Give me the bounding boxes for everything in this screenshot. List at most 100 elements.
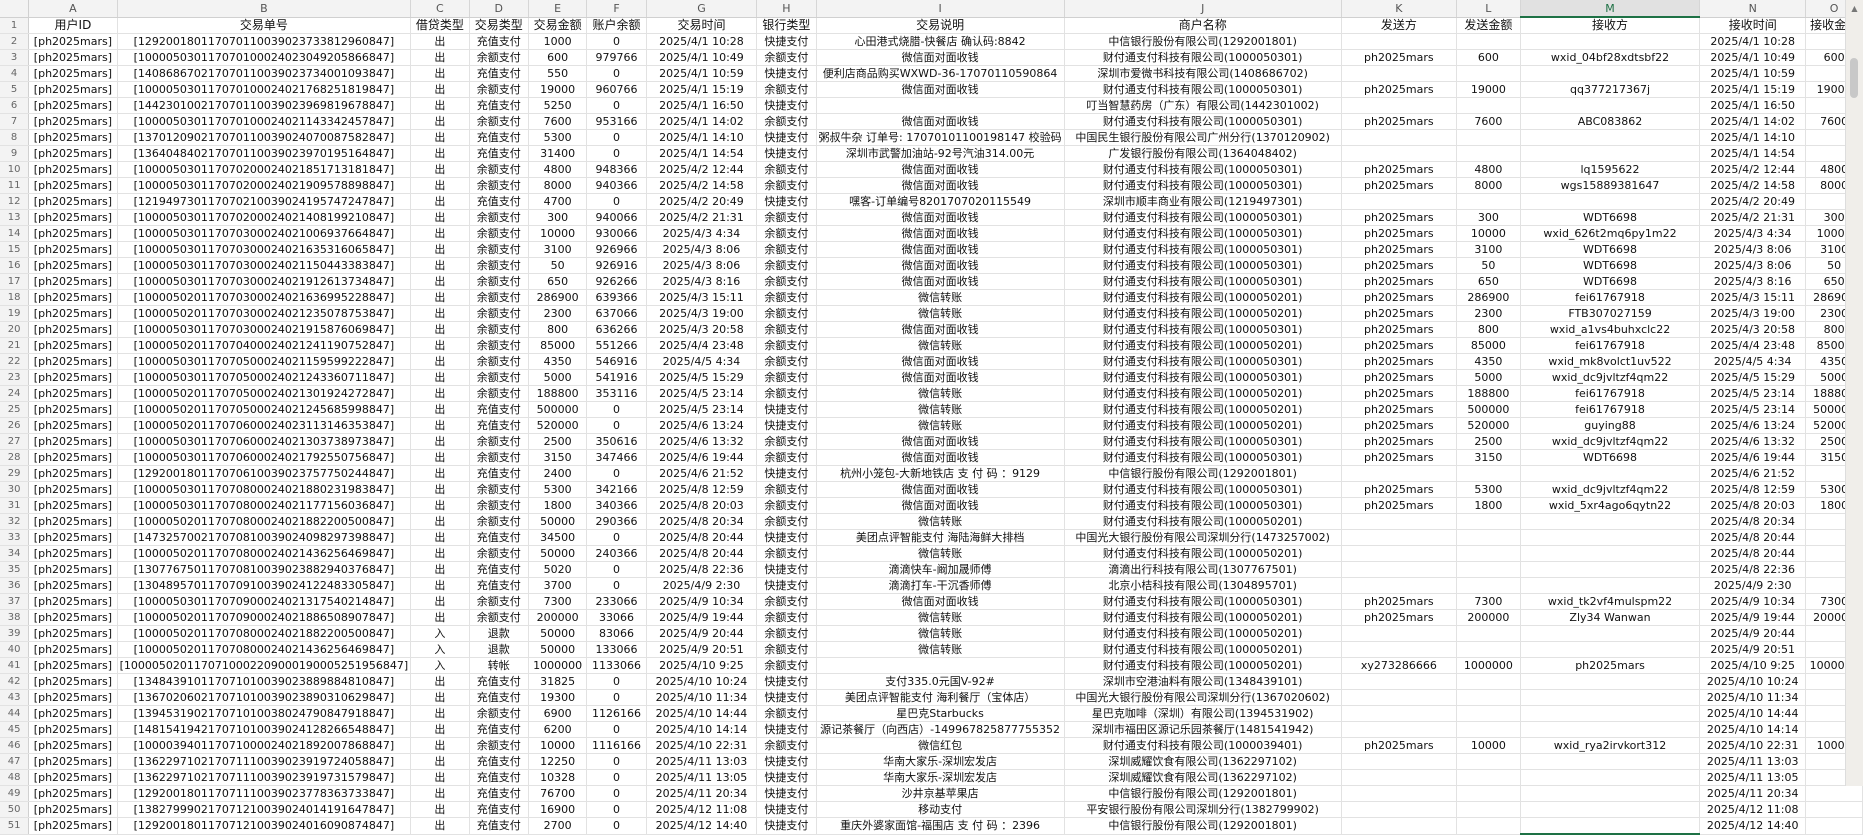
cell-A30[interactable]: [ph2025mars] bbox=[28, 481, 118, 498]
cell-N27[interactable]: 2025/4/6 13:32 bbox=[1699, 433, 1807, 450]
cell-E48[interactable]: 10328 bbox=[528, 769, 588, 786]
cell-K10[interactable]: ph2025mars bbox=[1341, 161, 1457, 178]
cell-B50[interactable]: [138279990217071210039024014191647847] bbox=[117, 801, 412, 818]
cell-K45[interactable] bbox=[1341, 721, 1457, 738]
cell-G32[interactable]: 2025/4/8 20:34 bbox=[646, 513, 758, 530]
row-number[interactable]: 38 bbox=[0, 609, 30, 626]
cell-J22[interactable]: 财付通支付科技有限公司(1000050301) bbox=[1064, 353, 1342, 370]
cell-G27[interactable]: 2025/4/6 13:32 bbox=[646, 433, 758, 450]
cell-L48[interactable] bbox=[1456, 769, 1521, 786]
cell-M17[interactable]: WDT6698 bbox=[1520, 273, 1701, 290]
cell-M39[interactable] bbox=[1520, 625, 1701, 642]
cell-I37[interactable]: 微信面对面收钱 bbox=[816, 593, 1065, 610]
cell-H24[interactable]: 余额支付 bbox=[756, 385, 817, 402]
cell-L5[interactable]: 19000 bbox=[1456, 81, 1521, 98]
cell-L38[interactable]: 200000 bbox=[1456, 609, 1521, 626]
cell-C19[interactable]: 出 bbox=[410, 305, 470, 322]
cell-A26[interactable]: [ph2025mars] bbox=[28, 417, 118, 434]
cell-K9[interactable] bbox=[1341, 145, 1457, 162]
cell-F5[interactable]: 960766 bbox=[586, 81, 647, 98]
cell-C7[interactable]: 出 bbox=[410, 113, 470, 130]
cell-K7[interactable]: ph2025mars bbox=[1341, 113, 1457, 130]
cell-H38[interactable]: 余额支付 bbox=[756, 609, 817, 626]
cell-I35[interactable]: 滴滴快车-阚加晟师傅 bbox=[816, 561, 1065, 578]
cell-I27[interactable]: 微信面对面收钱 bbox=[816, 433, 1065, 450]
cell-I45[interactable]: 源记茶餐厅（向西店）-149967825877755352 bbox=[816, 721, 1065, 738]
cell-J40[interactable]: 财付通支付科技有限公司(1000050201) bbox=[1064, 641, 1342, 658]
cell-C13[interactable]: 出 bbox=[410, 209, 470, 226]
cell-J48[interactable]: 深圳威耀饮食有限公司(1362297102) bbox=[1064, 769, 1342, 786]
header-cell[interactable]: 接收方 bbox=[1520, 17, 1701, 34]
cell-N13[interactable]: 2025/4/2 21:31 bbox=[1699, 209, 1807, 226]
cell-F25[interactable]: 0 bbox=[586, 401, 647, 418]
cell-J19[interactable]: 财付通支付科技有限公司(1000050201) bbox=[1064, 305, 1342, 322]
cell-C2[interactable]: 出 bbox=[410, 33, 470, 50]
cell-N18[interactable]: 2025/4/3 15:11 bbox=[1699, 289, 1807, 306]
cell-H16[interactable]: 余额支付 bbox=[756, 257, 817, 274]
cell-H12[interactable]: 快捷支付 bbox=[756, 193, 817, 210]
cell-E35[interactable]: 5020 bbox=[528, 561, 588, 578]
cell-J26[interactable]: 财付通支付科技有限公司(1000050201) bbox=[1064, 417, 1342, 434]
cell-L24[interactable]: 188800 bbox=[1456, 385, 1521, 402]
cell-J15[interactable]: 财付通支付科技有限公司(1000050301) bbox=[1064, 241, 1342, 258]
cell-D32[interactable]: 余额支付 bbox=[469, 513, 529, 530]
cell-A27[interactable]: [ph2025mars] bbox=[28, 433, 118, 450]
row-number[interactable]: 23 bbox=[0, 369, 30, 386]
cell-D25[interactable]: 充值支付 bbox=[469, 401, 529, 418]
cell-G21[interactable]: 2025/4/4 23:48 bbox=[646, 337, 758, 354]
cell-K51[interactable] bbox=[1341, 817, 1457, 835]
cell-D44[interactable]: 余额支付 bbox=[469, 705, 529, 722]
row-number[interactable]: 17 bbox=[0, 273, 30, 290]
cell-K38[interactable]: ph2025mars bbox=[1341, 609, 1457, 626]
cell-M15[interactable]: WDT6698 bbox=[1520, 241, 1701, 258]
cell-M35[interactable] bbox=[1520, 561, 1701, 578]
cell-L12[interactable] bbox=[1456, 193, 1521, 210]
cell-I41[interactable] bbox=[816, 657, 1065, 674]
cell-B33[interactable]: [147325700217070810039024098297398847] bbox=[117, 529, 412, 546]
cell-M22[interactable]: wxid_mk8volct1uv522 bbox=[1520, 353, 1701, 370]
row-number[interactable]: 4 bbox=[0, 65, 30, 82]
cell-F6[interactable]: 0 bbox=[586, 97, 647, 114]
cell-F13[interactable]: 940066 bbox=[586, 209, 647, 226]
cell-K27[interactable]: ph2025mars bbox=[1341, 433, 1457, 450]
cell-L15[interactable]: 3100 bbox=[1456, 241, 1521, 258]
cell-E6[interactable]: 5250 bbox=[528, 97, 588, 114]
column-header-F[interactable]: F bbox=[586, 0, 647, 18]
header-cell[interactable]: 交易时间 bbox=[646, 17, 758, 34]
cell-J25[interactable]: 财付通支付科技有限公司(1000050201) bbox=[1064, 401, 1342, 418]
cell-N10[interactable]: 2025/4/2 12:44 bbox=[1699, 161, 1807, 178]
cell-L41[interactable]: 1000000 bbox=[1456, 657, 1521, 674]
cell-B18[interactable]: [100005020117070300024021636995228847] bbox=[117, 289, 412, 306]
cell-K18[interactable]: ph2025mars bbox=[1341, 289, 1457, 306]
cell-A34[interactable]: [ph2025mars] bbox=[28, 545, 118, 562]
cell-J12[interactable]: 深圳市顺丰商业有限公司(1219497301) bbox=[1064, 193, 1342, 210]
cell-J24[interactable]: 财付通支付科技有限公司(1000050201) bbox=[1064, 385, 1342, 402]
cell-K11[interactable]: ph2025mars bbox=[1341, 177, 1457, 194]
cell-N6[interactable]: 2025/4/1 16:50 bbox=[1699, 97, 1807, 114]
cell-C46[interactable]: 出 bbox=[410, 737, 470, 754]
cell-E36[interactable]: 3700 bbox=[528, 577, 588, 594]
cell-G10[interactable]: 2025/4/2 12:44 bbox=[646, 161, 758, 178]
cell-K33[interactable] bbox=[1341, 529, 1457, 546]
cell-N4[interactable]: 2025/4/1 10:59 bbox=[1699, 65, 1807, 82]
cell-H23[interactable]: 余额支付 bbox=[756, 369, 817, 386]
cell-J36[interactable]: 北京小桔科技有限公司(1304895701) bbox=[1064, 577, 1342, 594]
cell-E42[interactable]: 31825 bbox=[528, 673, 588, 690]
cell-G31[interactable]: 2025/4/8 20:03 bbox=[646, 497, 758, 514]
cell-I13[interactable]: 微信面对面收钱 bbox=[816, 209, 1065, 226]
cell-G41[interactable]: 2025/4/10 9:25 bbox=[646, 657, 758, 674]
row-number[interactable]: 29 bbox=[0, 465, 30, 482]
row-number[interactable]: 3 bbox=[0, 49, 30, 66]
cell-M19[interactable]: FTB307027159 bbox=[1520, 305, 1701, 322]
column-header-N[interactable]: N bbox=[1699, 0, 1807, 18]
row-number[interactable]: 31 bbox=[0, 497, 30, 514]
cell-F9[interactable]: 0 bbox=[586, 145, 647, 162]
cell-J21[interactable]: 财付通支付科技有限公司(1000050201) bbox=[1064, 337, 1342, 354]
cell-L17[interactable]: 650 bbox=[1456, 273, 1521, 290]
cell-E25[interactable]: 500000 bbox=[528, 401, 588, 418]
column-header-L[interactable]: L bbox=[1456, 0, 1521, 18]
row-number[interactable]: 40 bbox=[0, 641, 30, 658]
cell-B8[interactable]: [137012090217070110039024070087582847] bbox=[117, 129, 412, 146]
header-cell[interactable]: 商户名称 bbox=[1064, 17, 1342, 34]
cell-H20[interactable]: 余额支付 bbox=[756, 321, 817, 338]
